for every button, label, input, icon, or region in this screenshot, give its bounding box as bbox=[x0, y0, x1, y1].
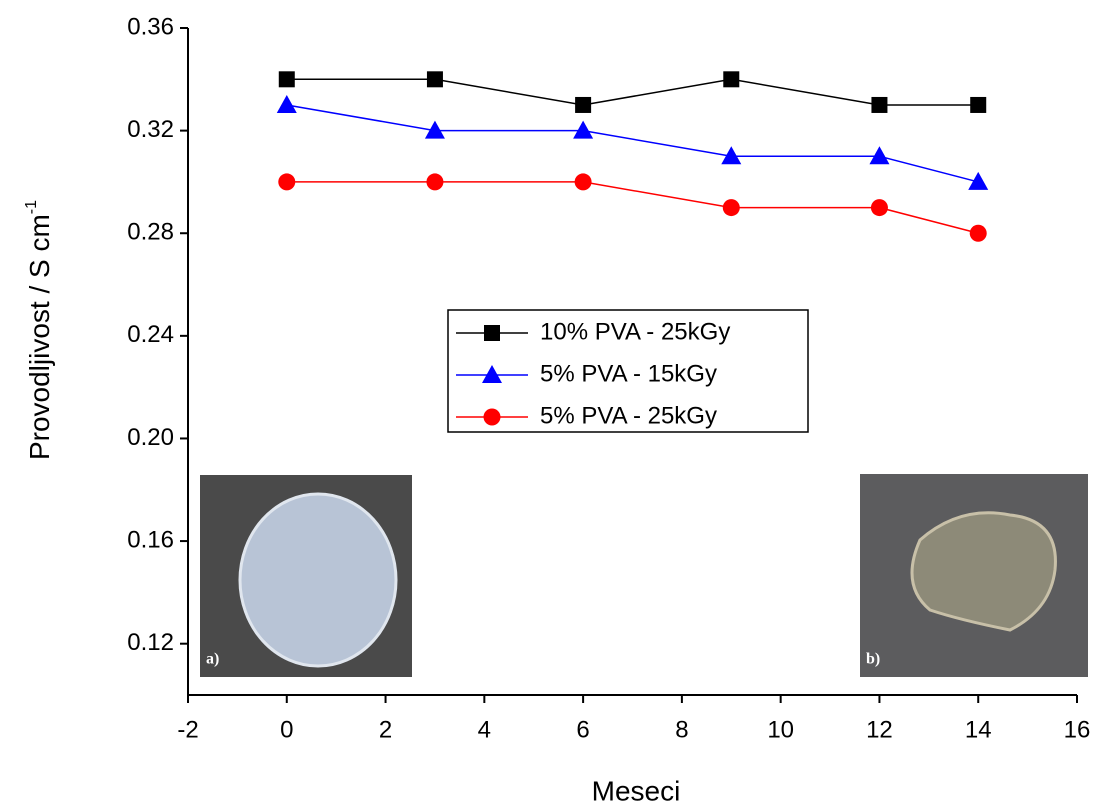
marker bbox=[483, 408, 501, 426]
inset-photo: a) bbox=[200, 475, 412, 677]
marker bbox=[869, 146, 890, 165]
marker bbox=[871, 96, 888, 113]
series-line bbox=[286, 104, 979, 183]
x-tick-label: 6 bbox=[576, 716, 589, 743]
marker bbox=[424, 120, 445, 139]
y-axis-label-main: Provodljivost / S cm bbox=[24, 214, 55, 460]
inset-photo: b) bbox=[860, 474, 1088, 677]
marker bbox=[722, 199, 740, 217]
x-tick-label: 10 bbox=[767, 716, 794, 743]
y-tick-label: 0.36 bbox=[127, 13, 174, 40]
x-tick-label: 0 bbox=[280, 716, 293, 743]
marker bbox=[276, 94, 297, 113]
marker bbox=[870, 199, 888, 217]
x-tick-label: 4 bbox=[478, 716, 491, 743]
y-tick-label: 0.20 bbox=[127, 424, 174, 451]
marker bbox=[575, 96, 592, 113]
x-tick-label: 12 bbox=[866, 716, 893, 743]
x-tick-label: 8 bbox=[675, 716, 688, 743]
x-axis-label: Meseci bbox=[592, 775, 681, 806]
marker bbox=[969, 224, 987, 242]
y-axis-label-sup: -1 bbox=[23, 200, 40, 214]
y-tick-label: 0.32 bbox=[127, 116, 174, 143]
marker bbox=[723, 71, 740, 88]
marker bbox=[721, 146, 742, 165]
y-axis-label: Provodljivost / S cm-1 bbox=[23, 200, 55, 460]
y-tick-label: 0.24 bbox=[127, 321, 174, 348]
legend bbox=[447, 309, 809, 433]
series-line bbox=[286, 78, 979, 106]
marker bbox=[484, 325, 500, 341]
marker bbox=[426, 71, 443, 88]
inset-label: b) bbox=[866, 651, 880, 668]
y-tick-label: 0.28 bbox=[127, 219, 174, 246]
marker bbox=[426, 173, 444, 191]
marker bbox=[278, 173, 296, 191]
marker bbox=[968, 171, 989, 190]
x-tick-label: 2 bbox=[379, 716, 392, 743]
y-tick-label: 0.12 bbox=[127, 629, 174, 656]
legend-label: 5% PVA - 25kGy bbox=[540, 402, 717, 429]
x-tick-label: 14 bbox=[965, 716, 992, 743]
x-tick-label: -2 bbox=[177, 716, 198, 743]
legend-label: 5% PVA - 15kGy bbox=[540, 360, 717, 387]
marker bbox=[278, 71, 295, 88]
marker bbox=[482, 365, 502, 383]
series-line bbox=[286, 181, 979, 234]
marker bbox=[574, 173, 592, 191]
marker bbox=[573, 120, 594, 139]
x-tick-label: 16 bbox=[1064, 716, 1091, 743]
inset-label: a) bbox=[206, 651, 219, 668]
legend-label: 10% PVA - 25kGy bbox=[540, 318, 730, 345]
marker bbox=[970, 96, 987, 113]
y-tick-label: 0.16 bbox=[127, 526, 174, 553]
